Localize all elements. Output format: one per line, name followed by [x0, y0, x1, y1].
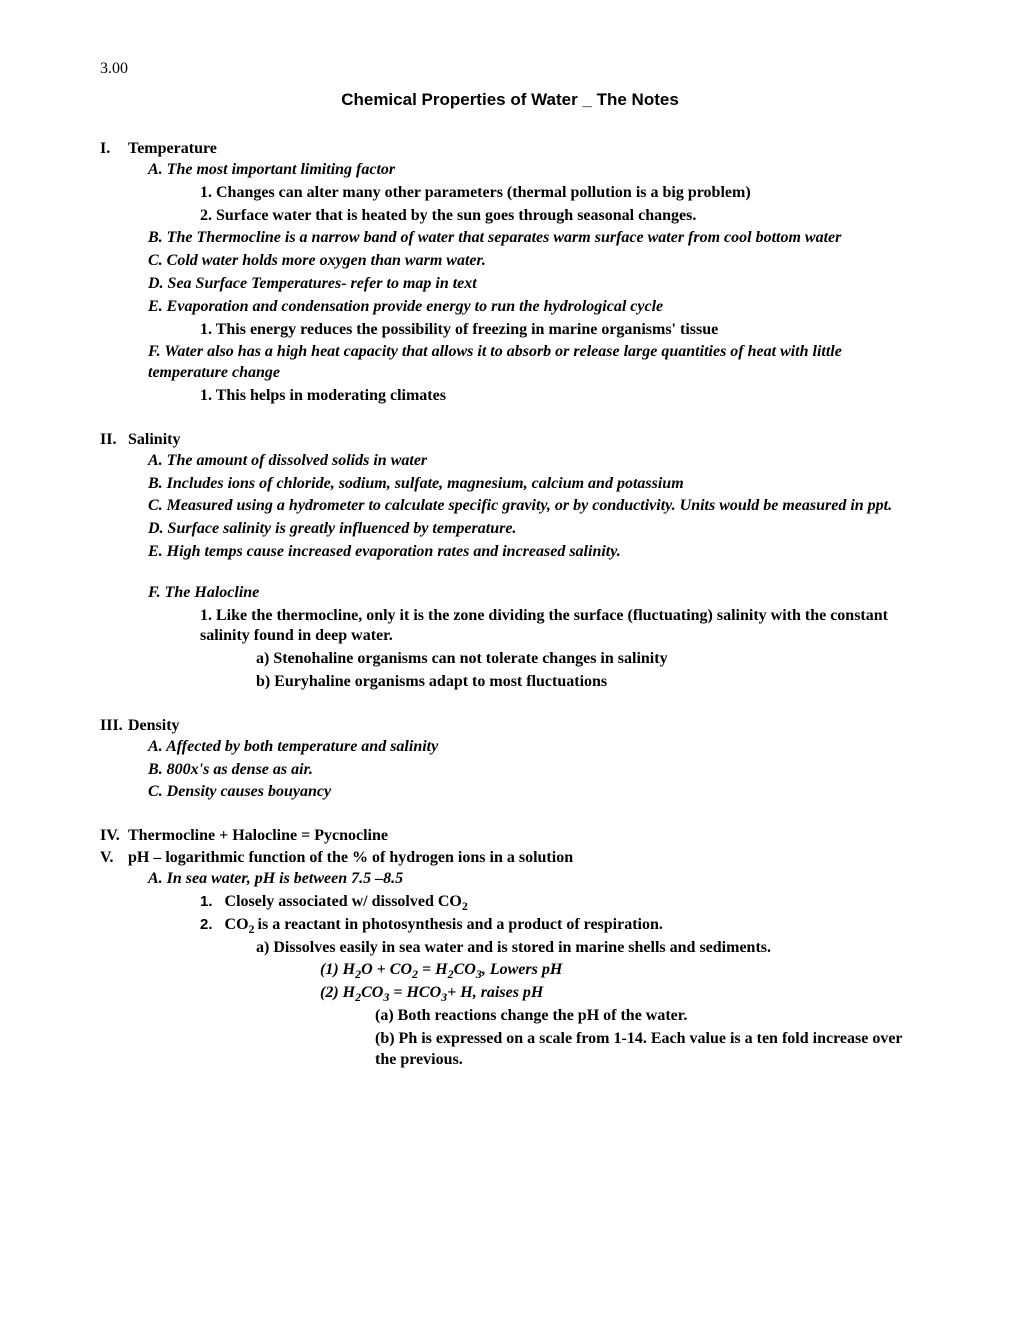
item-II-F-1-b: b) Euryhaline organisms adapt to most fl… — [256, 672, 920, 693]
item-II-B: B. Includes ions of chloride, sodium, su… — [148, 474, 920, 495]
item-II-F-1-a: a) Stenohaline organisms can not tolerat… — [256, 649, 920, 670]
item-I-B: B. The Thermocline is a narrow band of w… — [148, 228, 920, 249]
section-I-heading: I.Temperature — [100, 140, 920, 158]
item-V-A-2: 2. CO2 is a reactant in photosynthesis a… — [200, 915, 920, 936]
section-V-heading: V.pH – logarithmic function of the % of … — [100, 849, 920, 867]
document-title: Chemical Properties of Water _ The Notes — [100, 90, 920, 110]
item-I-C: C. Cold water holds more oxygen than war… — [148, 251, 920, 272]
item-I-E-1: 1. This energy reduces the possibility o… — [200, 320, 920, 341]
item-III-B: B. 800x's as dense as air. — [148, 760, 920, 781]
item-V-A-2-a-2: (2) H2CO3 = HCO3+ H, raises pH — [320, 983, 920, 1004]
item-II-F: F. The Halocline — [148, 583, 920, 604]
item-I-A-2: 2. Surface water that is heated by the s… — [200, 206, 920, 227]
item-II-E: E. High temps cause increased evaporatio… — [148, 542, 920, 563]
document-page: 3.00 Chemical Properties of Water _ The … — [0, 0, 1020, 1112]
item-I-E: E. Evaporation and condensation provide … — [148, 297, 920, 318]
item-III-A: A. Affected by both temperature and sali… — [148, 737, 920, 758]
item-V-A: A. In sea water, pH is between 7.5 –8.5 — [148, 869, 920, 890]
section-IV-heading: IV.Thermocline + Halocline = Pycnocline — [100, 827, 920, 845]
item-I-F: F. Water also has a high heat capacity t… — [148, 342, 920, 384]
item-V-A-2-a-2-a: (a) Both reactions change the pH of the … — [375, 1006, 920, 1027]
section-III-heading: III.Density — [100, 717, 920, 735]
item-II-C: C. Measured using a hydrometer to calcul… — [148, 496, 920, 517]
item-I-F-1: 1. This helps in moderating climates — [200, 386, 920, 407]
page-number: 3.00 — [100, 60, 920, 78]
item-I-D: D. Sea Surface Temperatures- refer to ma… — [148, 274, 920, 295]
item-V-A-1: 1. Closely associated w/ dissolved CO2 — [200, 892, 920, 913]
item-III-C: C. Density causes bouyancy — [148, 782, 920, 803]
item-I-A-1: 1. Changes can alter many other paramete… — [200, 183, 920, 204]
item-II-A: A. The amount of dissolved solids in wat… — [148, 451, 920, 472]
item-V-A-2-a: a) Dissolves easily in sea water and is … — [256, 938, 920, 959]
item-II-D: D. Surface salinity is greatly influence… — [148, 519, 920, 540]
item-I-A: A. The most important limiting factor — [148, 160, 920, 181]
section-II-heading: II.Salinity — [100, 431, 920, 449]
item-II-F-1: 1. Like the thermocline, only it is the … — [200, 606, 920, 648]
item-V-A-2-a-1: (1) H2O + CO2 = H2CO3, Lowers pH — [320, 960, 920, 981]
item-V-A-2-a-2-b: (b) Ph is expressed on a scale from 1-14… — [375, 1029, 920, 1071]
